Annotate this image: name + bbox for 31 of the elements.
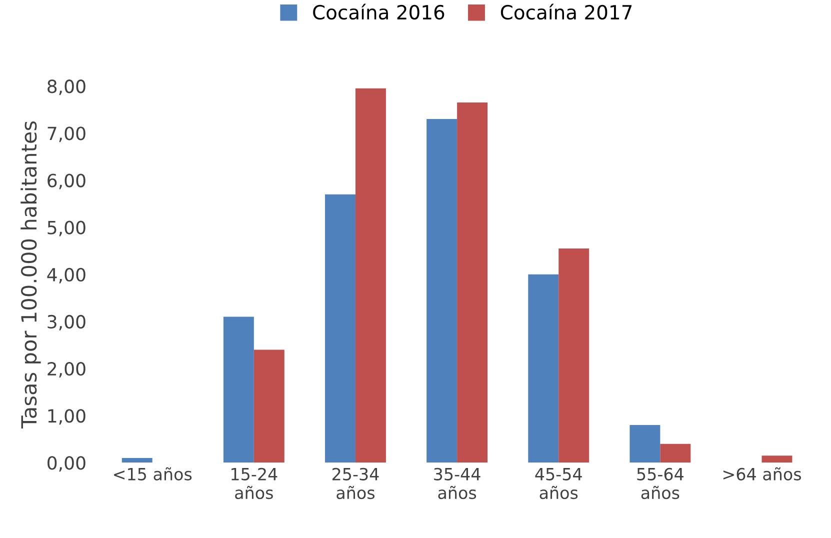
y-tick-label: 4,00: [47, 268, 86, 284]
legend-label: Cocaína 2017: [500, 4, 632, 20]
x-tick-label: 55-64 años: [637, 468, 684, 500]
bar: [254, 350, 284, 463]
x-tick-label: 25-34 años: [332, 468, 379, 500]
y-tick-label: 3,00: [48, 314, 86, 330]
x-tick-label: <15 años: [114, 467, 192, 480]
bar: [355, 88, 386, 463]
y-tick-label: 0,00: [48, 456, 86, 472]
y-tick-label: 5,00: [48, 220, 86, 236]
bar: [325, 194, 356, 463]
x-tick-label: 35-44 años: [434, 468, 480, 500]
bar: [457, 102, 488, 463]
y-tick-label: 2,00: [48, 362, 86, 378]
bar: [528, 274, 559, 463]
y-tick-label: 1,00: [48, 409, 86, 425]
bar: [223, 316, 254, 463]
y-tick-label: 8,00: [48, 80, 86, 96]
bar: [558, 248, 590, 463]
x-tick-label: 15-24 años: [232, 468, 278, 500]
bar: [122, 458, 152, 463]
y-tick-label: 6,00: [48, 174, 86, 190]
legend-label: Cocaína 2016: [313, 4, 444, 20]
x-tick-label: >64 años: [723, 467, 801, 480]
y-axis-title: Tasas por 100.000 habitantes: [20, 121, 41, 428]
bar: [762, 456, 792, 463]
x-tick-label: 45-54 años: [535, 468, 582, 500]
bar: [660, 444, 691, 463]
bar: [426, 119, 458, 463]
y-tick-label: 7,00: [48, 126, 86, 142]
bar: [630, 425, 660, 463]
